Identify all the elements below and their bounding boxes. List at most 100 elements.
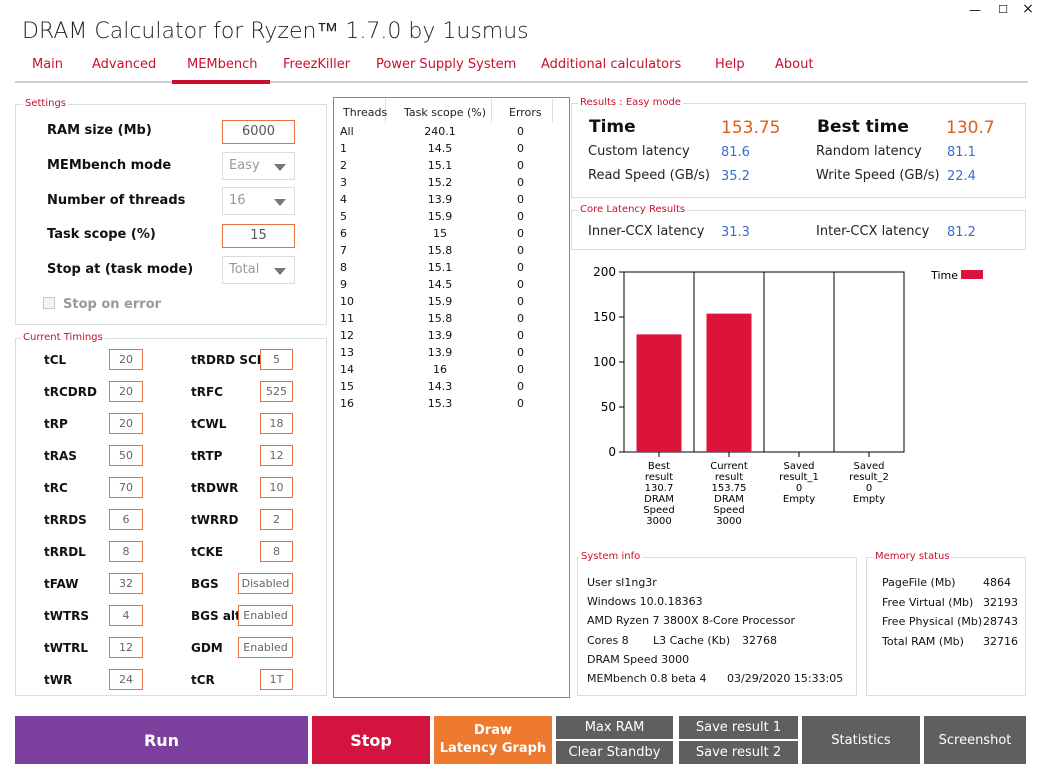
timing-twrrd-label: tWRRD <box>191 513 239 527</box>
timing-tfaw-value[interactable]: 32 <box>109 573 143 594</box>
run-button[interactable]: Run <box>15 716 308 764</box>
table-row: 14 16 0 <box>340 363 560 380</box>
task-scope-cell: 15.1 <box>427 159 453 172</box>
timing-trrdl-value[interactable]: 8 <box>109 541 143 562</box>
thread-cell: 2 <box>340 159 347 172</box>
memory-status-value: 32193 <box>983 595 1018 609</box>
timing-tcwl-value[interactable]: 18 <box>260 413 293 434</box>
draw-latency-graph-button[interactable]: Draw Latency Graph <box>434 716 552 764</box>
thread-cell: 4 <box>340 193 347 206</box>
thread-cell: 3 <box>340 176 347 189</box>
timing-trfc-value[interactable]: 525 <box>260 381 293 402</box>
results-group <box>571 103 1026 198</box>
tab-main[interactable]: Main <box>32 57 64 72</box>
settings-group <box>15 104 327 325</box>
os-version: Windows 10.0.18363 <box>587 595 703 608</box>
tab-help[interactable]: Help <box>715 57 745 72</box>
tab-advanced[interactable]: Advanced <box>92 57 157 72</box>
membench-mode-label: MEMbench mode <box>47 158 172 173</box>
table-row: 9 14.5 0 <box>340 278 560 295</box>
draw-label: Draw <box>474 723 512 738</box>
inner-ccx-value: 31.3 <box>721 225 750 240</box>
legend-swatch <box>961 270 983 279</box>
y-tick-label: 0 <box>608 445 616 459</box>
timing-twr-value[interactable]: 24 <box>109 669 143 690</box>
task-scope-input[interactable]: 15 <box>222 224 295 248</box>
custom-latency-label: Custom latency <box>588 144 690 159</box>
timing-trdwr-value[interactable]: 10 <box>260 477 293 498</box>
errors-cell: 0 <box>517 363 524 376</box>
timing-gdm-value[interactable]: Enabled <box>238 637 293 658</box>
timing-twtrl-value[interactable]: 12 <box>109 637 143 658</box>
task-scope-cell: 240.1 <box>424 125 456 138</box>
tab-about[interactable]: About <box>775 57 814 72</box>
task-scope-cell: 15.8 <box>427 244 453 257</box>
membench-mode-select[interactable]: Easy <box>222 152 295 180</box>
run-datetime: 03/29/2020 15:33:05 <box>727 672 844 685</box>
custom-latency-value: 81.6 <box>721 145 750 160</box>
threads-header: Threads <box>343 106 388 119</box>
timing-bgs-value[interactable]: Disabled <box>238 573 293 594</box>
timing-trdrd-scl-value[interactable]: 5 <box>260 349 293 370</box>
read-speed-label: Read Speed (GB/s) <box>588 168 710 183</box>
random-latency-label: Random latency <box>816 144 922 159</box>
stop-button[interactable]: Stop <box>312 716 430 764</box>
max-ram-button[interactable]: Max RAM <box>556 716 673 739</box>
errors-cell: 0 <box>517 261 524 274</box>
header-separator <box>491 99 492 123</box>
task-scope-cell: 14.3 <box>427 380 453 393</box>
table-row: 7 15.8 0 <box>340 244 560 261</box>
tab-additional-calculators[interactable]: Additional calculators <box>541 57 682 72</box>
timing-tras-value[interactable]: 50 <box>109 445 143 466</box>
bar <box>706 313 752 452</box>
timing-trtp-value[interactable]: 12 <box>260 445 293 466</box>
errors-cell: 0 <box>517 210 524 223</box>
errors-cell: 0 <box>517 329 524 342</box>
task-scope-cell: 14.5 <box>427 142 453 155</box>
stop-on-error-checkbox[interactable] <box>43 297 55 309</box>
errors-cell: 0 <box>517 278 524 291</box>
minimize-icon[interactable]: — <box>969 3 981 17</box>
active-tab-indicator <box>172 80 270 84</box>
tab-membench[interactable]: MEMbench <box>187 57 258 72</box>
ram-size-label: RAM size (Mb) <box>47 123 152 138</box>
timing-tcl-value[interactable]: 20 <box>109 349 143 370</box>
thread-cell: 1 <box>340 142 347 155</box>
screenshot-button[interactable]: Screenshot <box>924 716 1026 764</box>
close-icon[interactable]: × <box>1022 1 1034 17</box>
read-speed-value: 35.2 <box>721 169 750 184</box>
thread-cell: 13 <box>340 346 354 359</box>
errors-cell: 0 <box>517 176 524 189</box>
statistics-button[interactable]: Statistics <box>802 716 920 764</box>
timing-tcke-label: tCKE <box>191 545 224 559</box>
y-tick-label: 150 <box>593 310 616 324</box>
timing-bgs-alt-value[interactable]: Enabled <box>238 605 293 626</box>
best-time-label: Best time <box>817 117 909 137</box>
stop-at-select[interactable]: Total <box>222 256 295 284</box>
time-value: 153.75 <box>721 118 781 138</box>
threads-select[interactable]: 16 <box>222 187 295 215</box>
save-result-1-button[interactable]: Save result 1 <box>679 716 798 739</box>
latency-graph-label: Latency Graph <box>439 741 547 756</box>
timing-tcr-value[interactable]: 1T <box>260 669 293 690</box>
tab-power-supply-system[interactable]: Power Supply System <box>376 57 517 72</box>
timing-trp-value[interactable]: 20 <box>109 413 143 434</box>
timing-trcdrd-value[interactable]: 20 <box>109 381 143 402</box>
timing-twrrd-value[interactable]: 2 <box>260 509 293 530</box>
category-label: result_1 <box>779 472 819 483</box>
save-result-2-button[interactable]: Save result 2 <box>679 741 798 764</box>
task-scope-label: Task scope (%) <box>47 227 156 242</box>
ram-size-input[interactable]: 6000 <box>222 120 295 144</box>
timing-trrds-value[interactable]: 6 <box>109 509 143 530</box>
timing-tcke-value[interactable]: 8 <box>260 541 293 562</box>
timing-trrdl-label: tRRDL <box>44 545 86 559</box>
timing-trc-value[interactable]: 70 <box>109 477 143 498</box>
l3-cache-value: 32768 <box>742 634 777 647</box>
clear-standby-button[interactable]: Clear Standby <box>556 741 673 764</box>
maximize-icon[interactable]: ☐ <box>998 3 1008 16</box>
timing-trdwr-label: tRDWR <box>191 481 239 495</box>
tab-freezkiller[interactable]: FreezKiller <box>283 57 351 72</box>
timing-twtrs-value[interactable]: 4 <box>109 605 143 626</box>
thread-cell: 5 <box>340 210 347 223</box>
thread-cell: 6 <box>340 227 347 240</box>
